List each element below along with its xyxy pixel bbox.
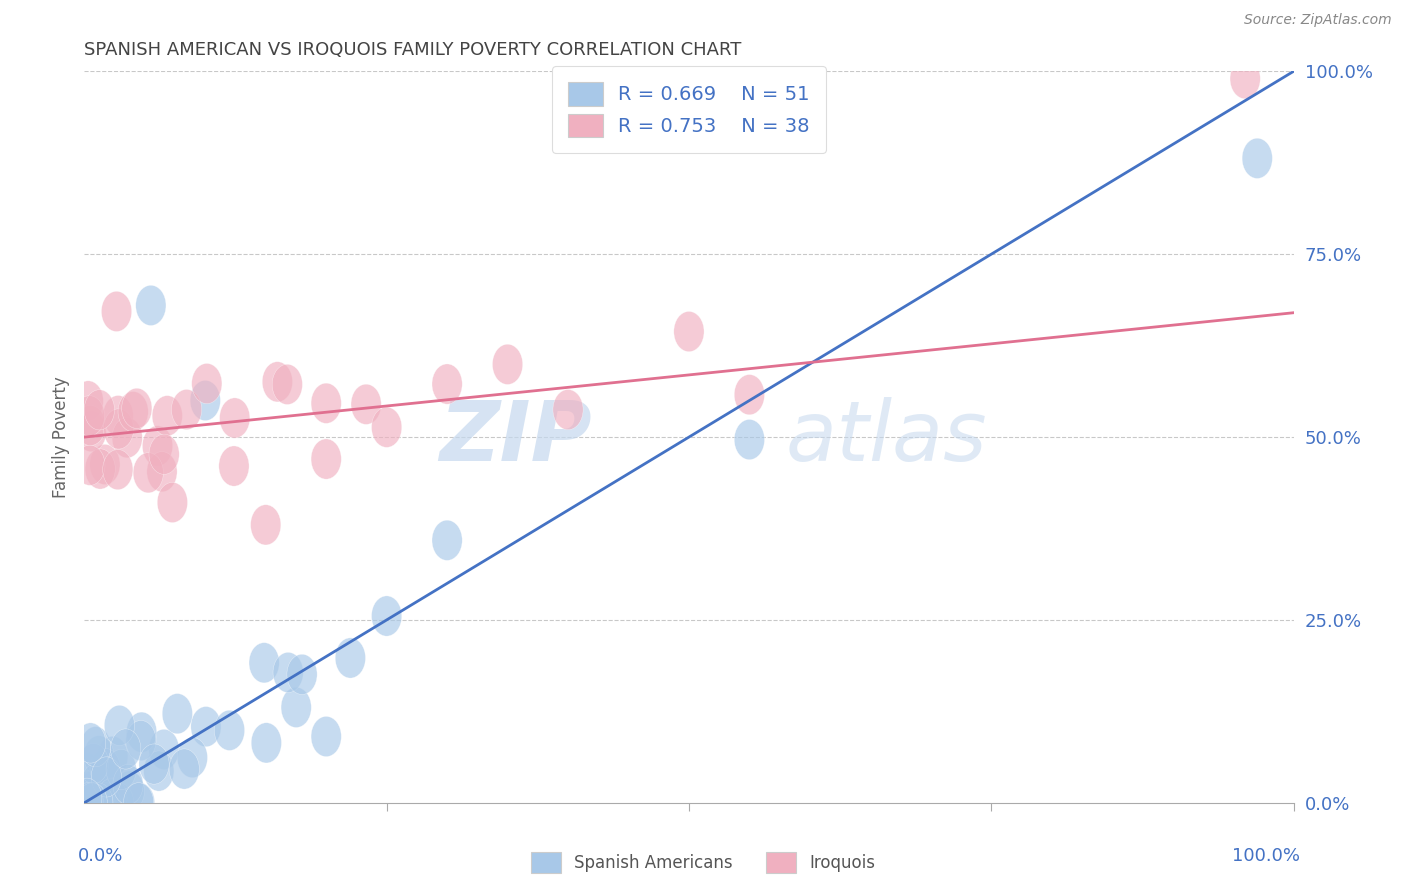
Ellipse shape (335, 638, 366, 678)
Ellipse shape (492, 344, 523, 384)
Ellipse shape (149, 434, 179, 475)
Ellipse shape (124, 782, 153, 823)
Legend: R = 0.669    N = 51, R = 0.753    N = 38: R = 0.669 N = 51, R = 0.753 N = 38 (553, 66, 825, 153)
Ellipse shape (734, 419, 765, 459)
Ellipse shape (191, 363, 222, 404)
Ellipse shape (118, 392, 148, 432)
Ellipse shape (104, 782, 134, 823)
Ellipse shape (169, 749, 200, 789)
Ellipse shape (90, 782, 121, 823)
Ellipse shape (76, 723, 105, 763)
Ellipse shape (432, 364, 463, 404)
Ellipse shape (80, 782, 110, 823)
Ellipse shape (82, 764, 111, 804)
Text: 100.0%: 100.0% (1232, 847, 1299, 864)
Ellipse shape (214, 710, 245, 750)
Ellipse shape (86, 449, 115, 489)
Ellipse shape (162, 694, 193, 734)
Ellipse shape (191, 706, 221, 747)
Ellipse shape (190, 380, 221, 421)
Ellipse shape (1241, 138, 1272, 178)
Ellipse shape (125, 782, 155, 823)
Ellipse shape (432, 520, 463, 560)
Ellipse shape (146, 451, 177, 491)
Ellipse shape (219, 446, 249, 486)
Ellipse shape (111, 729, 141, 769)
Ellipse shape (101, 292, 132, 332)
Ellipse shape (553, 390, 583, 430)
Ellipse shape (177, 738, 208, 778)
Ellipse shape (172, 390, 201, 430)
Ellipse shape (104, 706, 135, 746)
Ellipse shape (72, 782, 103, 823)
Legend: Spanish Americans, Iroquois: Spanish Americans, Iroquois (524, 846, 882, 880)
Text: 0.0%: 0.0% (79, 847, 124, 864)
Ellipse shape (734, 375, 765, 415)
Ellipse shape (152, 396, 183, 436)
Ellipse shape (122, 388, 152, 428)
Ellipse shape (139, 744, 169, 784)
Ellipse shape (371, 596, 402, 636)
Ellipse shape (72, 778, 101, 818)
Text: ZIP: ZIP (440, 397, 592, 477)
Ellipse shape (250, 505, 281, 545)
Y-axis label: Family Poverty: Family Poverty (52, 376, 70, 498)
Ellipse shape (79, 743, 108, 784)
Ellipse shape (157, 483, 187, 523)
Ellipse shape (73, 381, 103, 421)
Ellipse shape (103, 395, 134, 436)
Ellipse shape (249, 642, 280, 683)
Ellipse shape (112, 764, 143, 805)
Ellipse shape (90, 444, 120, 484)
Ellipse shape (105, 749, 136, 789)
Text: Source: ZipAtlas.com: Source: ZipAtlas.com (1244, 13, 1392, 28)
Ellipse shape (97, 736, 128, 777)
Ellipse shape (84, 390, 114, 430)
Ellipse shape (127, 712, 156, 752)
Ellipse shape (97, 778, 127, 818)
Ellipse shape (84, 736, 114, 776)
Ellipse shape (136, 285, 166, 326)
Ellipse shape (352, 384, 381, 425)
Text: SPANISH AMERICAN VS IROQUOIS FAMILY POVERTY CORRELATION CHART: SPANISH AMERICAN VS IROQUOIS FAMILY POVE… (84, 41, 742, 59)
Ellipse shape (125, 721, 156, 761)
Ellipse shape (287, 654, 318, 695)
Ellipse shape (73, 782, 104, 823)
Ellipse shape (263, 362, 292, 402)
Ellipse shape (371, 407, 402, 448)
Ellipse shape (104, 409, 134, 449)
Ellipse shape (311, 384, 342, 424)
Ellipse shape (252, 723, 281, 763)
Ellipse shape (673, 311, 704, 351)
Ellipse shape (281, 688, 311, 728)
Ellipse shape (273, 652, 304, 692)
Ellipse shape (91, 758, 121, 798)
Ellipse shape (103, 450, 134, 490)
Ellipse shape (80, 770, 110, 810)
Ellipse shape (1230, 59, 1260, 99)
Ellipse shape (134, 452, 163, 493)
Ellipse shape (112, 417, 142, 458)
Ellipse shape (82, 782, 111, 823)
Ellipse shape (114, 771, 145, 811)
Ellipse shape (73, 754, 103, 794)
Ellipse shape (80, 727, 111, 767)
Ellipse shape (75, 445, 105, 485)
Ellipse shape (219, 398, 250, 438)
Ellipse shape (143, 751, 174, 791)
Ellipse shape (83, 782, 112, 823)
Ellipse shape (311, 439, 342, 479)
Ellipse shape (142, 425, 173, 466)
Ellipse shape (273, 364, 302, 404)
Ellipse shape (76, 411, 107, 451)
Ellipse shape (90, 748, 121, 789)
Ellipse shape (75, 396, 104, 436)
Ellipse shape (91, 756, 121, 797)
Ellipse shape (77, 782, 107, 823)
Ellipse shape (76, 405, 105, 446)
Text: atlas: atlas (786, 397, 987, 477)
Ellipse shape (311, 716, 342, 756)
Ellipse shape (149, 730, 179, 770)
